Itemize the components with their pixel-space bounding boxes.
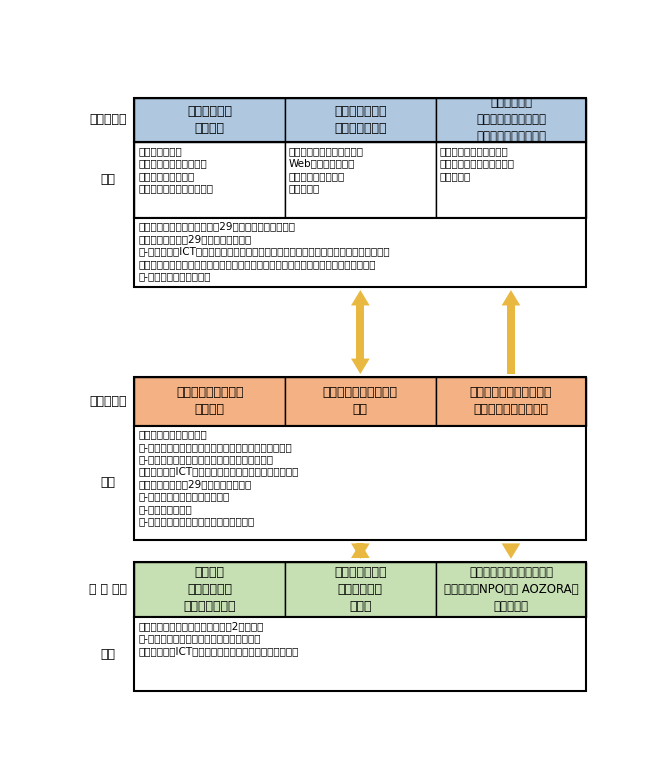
FancyArrow shape xyxy=(351,544,370,558)
Bar xyxy=(285,377,436,426)
Text: 実施団体：: 実施団体： xyxy=(90,113,127,127)
Bar xyxy=(285,142,436,218)
Text: ミテネインター
ネット株式会社: ミテネインター ネット株式会社 xyxy=(334,105,387,135)
Bar xyxy=(356,544,364,558)
Text: ・本事業の統括
・メンター養成講座実施
（外部講師の依頼）
・プログラミング教室実施: ・本事業の統括 ・メンター養成講座実施 （外部講師の依頼） ・プログラミング教室… xyxy=(139,146,213,193)
Text: ・メンター養成講座実施
・プログラミング教室実施
・就労支援: ・メンター養成講座実施 ・プログラミング教室実施 ・就労支援 xyxy=(439,146,515,181)
FancyArrow shape xyxy=(351,358,370,374)
Bar xyxy=(285,98,436,142)
Bar xyxy=(135,617,586,691)
Bar xyxy=(135,218,586,287)
FancyArrow shape xyxy=(351,543,370,558)
Text: 福井工業高等専門学校
学生: 福井工業高等専門学校 学生 xyxy=(323,387,398,416)
Text: 役割: 役割 xyxy=(101,647,116,661)
Text: 独立行政法人
国立高等専門学校機構
福井工業高等専門学校: 独立行政法人 国立高等専門学校機構 福井工業高等専門学校 xyxy=(476,96,546,144)
Bar xyxy=(135,377,586,426)
FancyArrow shape xyxy=(351,290,370,305)
Text: ・メンター養成講座受講
　-メンターとしての取り組みについてセルフチェック
　-担当した受講者の取り組みについてチェック
　（開発したICTシステム（チェックリ: ・メンター養成講座受講 -メンターとしての取り組みについてセルフチェック -担当… xyxy=(139,430,299,526)
Bar xyxy=(507,305,515,374)
Bar xyxy=(436,562,586,617)
Text: 国立大学法人
福井大学: 国立大学法人 福井大学 xyxy=(187,105,232,135)
Bar xyxy=(135,142,586,218)
FancyArrow shape xyxy=(502,290,521,305)
Bar xyxy=(436,377,586,426)
Text: ・メンター養成講座収録と
Webコンテンツ配信
・教材システム開発
・就労支援: ・メンター養成講座収録と Webコンテンツ配信 ・教材システム開発 ・就労支援 xyxy=(289,146,364,193)
Bar xyxy=(135,562,285,617)
Text: ・シンポジウムの開催（平成29年末に１回開催予定）
・全体会議（平成29年度は数回予定）
　-蓄積されたICTチェックリストのデータに基づいて、発達障害の専門家: ・シンポジウムの開催（平成29年末に１回開催予定） ・全体会議（平成29年度は数… xyxy=(139,222,390,281)
Bar xyxy=(135,562,586,617)
Text: ・プログラミング教室を受講（月2回程度）
　-毎回の取り組みについてセルフチェック
　（開発したICTシステム（チェックリスト）に入力）: ・プログラミング教室を受講（月2回程度） -毎回の取り組みについてセルフチェック… xyxy=(139,621,299,656)
Bar xyxy=(135,377,285,426)
Text: 受 講 者：: 受 講 者： xyxy=(89,583,127,596)
Bar xyxy=(135,98,285,142)
Bar xyxy=(285,562,436,617)
Text: 福井大学
たんぽぽ教室
（児童～成人）: 福井大学 たんぽぽ教室 （児童～成人） xyxy=(184,566,236,613)
Bar xyxy=(135,98,586,142)
Text: 役割: 役割 xyxy=(101,173,116,187)
Text: 放課後等デイサービス、
日中一時支援等事業者: 放課後等デイサービス、 日中一時支援等事業者 xyxy=(470,387,552,416)
Bar xyxy=(356,305,364,358)
Text: 役割: 役割 xyxy=(101,476,116,489)
Text: メンター：: メンター： xyxy=(90,395,127,408)
Text: 福井県立福井東
特別支援学校
高等部: 福井県立福井東 特別支援学校 高等部 xyxy=(334,566,387,613)
Bar xyxy=(135,426,586,540)
Bar xyxy=(436,142,586,218)
FancyArrow shape xyxy=(502,544,521,558)
Text: 福井大学工学研究科
大学院生: 福井大学工学研究科 大学院生 xyxy=(176,387,243,416)
Bar xyxy=(135,142,285,218)
Bar xyxy=(436,98,586,142)
Text: 平谷こども発達クリニック
はぐくみ、NPO法人 AOZORA、
はるもにあ: 平谷こども発達クリニック はぐくみ、NPO法人 AOZORA、 はるもにあ xyxy=(443,566,578,613)
